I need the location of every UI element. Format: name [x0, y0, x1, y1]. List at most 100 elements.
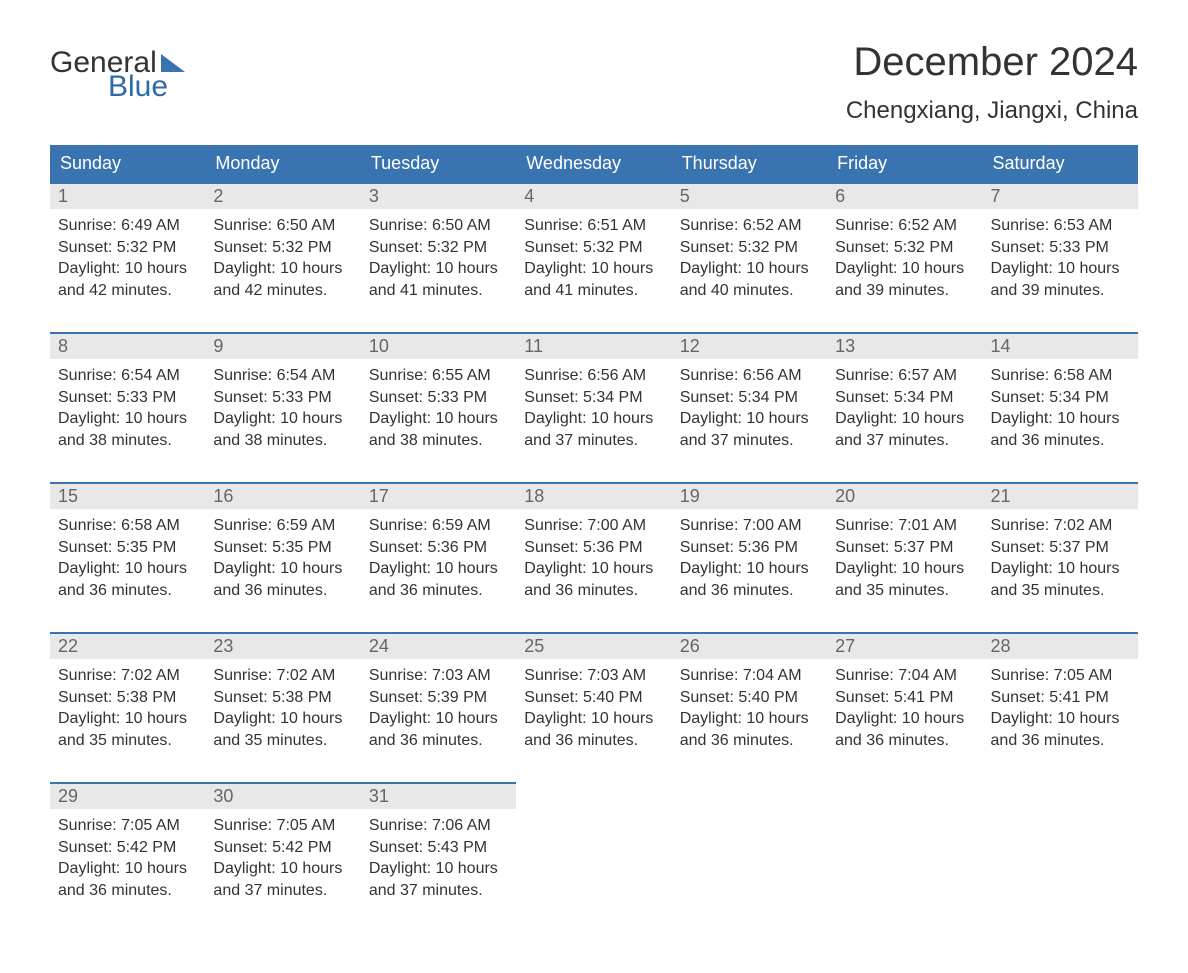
day-cell: 26Sunrise: 7:04 AMSunset: 5:40 PMDayligh…	[672, 633, 827, 783]
day-cell: 10Sunrise: 6:55 AMSunset: 5:33 PMDayligh…	[361, 333, 516, 483]
sunrise-line: Sunrise: 6:50 AM	[213, 215, 352, 237]
day-content: Sunrise: 6:52 AMSunset: 5:32 PMDaylight:…	[827, 209, 982, 313]
sunrise-line: Sunrise: 6:55 AM	[369, 365, 508, 387]
day-number: 19	[672, 484, 827, 509]
sunrise-line: Sunrise: 6:54 AM	[213, 365, 352, 387]
day-cell: 22Sunrise: 7:02 AMSunset: 5:38 PMDayligh…	[50, 633, 205, 783]
sunrise-line: Sunrise: 7:00 AM	[524, 515, 663, 537]
day-cell: 16Sunrise: 6:59 AMSunset: 5:35 PMDayligh…	[205, 483, 360, 633]
sunrise-line: Sunrise: 6:58 AM	[58, 515, 197, 537]
day-number: 21	[983, 484, 1138, 509]
day-cell: 8Sunrise: 6:54 AMSunset: 5:33 PMDaylight…	[50, 333, 205, 483]
sunrise-line: Sunrise: 6:49 AM	[58, 215, 197, 237]
day-cell: 21Sunrise: 7:02 AMSunset: 5:37 PMDayligh…	[983, 483, 1138, 633]
sunset-line: Sunset: 5:36 PM	[369, 537, 508, 559]
day-number: 17	[361, 484, 516, 509]
day-number: 2	[205, 184, 360, 209]
daylight-line: Daylight: 10 hours and 35 minutes.	[835, 558, 974, 601]
daylight-line: Daylight: 10 hours and 38 minutes.	[369, 408, 508, 451]
daylight-line: Daylight: 10 hours and 40 minutes.	[680, 258, 819, 301]
sunset-line: Sunset: 5:39 PM	[369, 687, 508, 709]
week-row: 22Sunrise: 7:02 AMSunset: 5:38 PMDayligh…	[50, 633, 1138, 783]
day-cell: 18Sunrise: 7:00 AMSunset: 5:36 PMDayligh…	[516, 483, 671, 633]
day-number: 20	[827, 484, 982, 509]
calendar-table: SundayMondayTuesdayWednesdayThursdayFrid…	[50, 145, 1138, 933]
daylight-line: Daylight: 10 hours and 37 minutes.	[680, 408, 819, 451]
week-row: 29Sunrise: 7:05 AMSunset: 5:42 PMDayligh…	[50, 783, 1138, 933]
sunset-line: Sunset: 5:37 PM	[991, 537, 1130, 559]
day-header-friday: Friday	[827, 145, 982, 183]
daylight-line: Daylight: 10 hours and 36 minutes.	[369, 708, 508, 751]
day-number: 11	[516, 334, 671, 359]
day-number: 22	[50, 634, 205, 659]
day-cell: 31Sunrise: 7:06 AMSunset: 5:43 PMDayligh…	[361, 783, 516, 933]
sunrise-line: Sunrise: 7:02 AM	[213, 665, 352, 687]
day-cell: 20Sunrise: 7:01 AMSunset: 5:37 PMDayligh…	[827, 483, 982, 633]
day-cell: 27Sunrise: 7:04 AMSunset: 5:41 PMDayligh…	[827, 633, 982, 783]
sunset-line: Sunset: 5:34 PM	[991, 387, 1130, 409]
daylight-line: Daylight: 10 hours and 37 minutes.	[369, 858, 508, 901]
day-cell: 30Sunrise: 7:05 AMSunset: 5:42 PMDayligh…	[205, 783, 360, 933]
brand-logo: General Blue	[50, 40, 185, 102]
sunrise-line: Sunrise: 7:04 AM	[835, 665, 974, 687]
day-content: Sunrise: 7:04 AMSunset: 5:41 PMDaylight:…	[827, 659, 982, 763]
sunset-line: Sunset: 5:33 PM	[58, 387, 197, 409]
sunrise-line: Sunrise: 7:06 AM	[369, 815, 508, 837]
daylight-line: Daylight: 10 hours and 37 minutes.	[213, 858, 352, 901]
sunset-line: Sunset: 5:42 PM	[58, 837, 197, 859]
daylight-line: Daylight: 10 hours and 37 minutes.	[835, 408, 974, 451]
sunset-line: Sunset: 5:32 PM	[835, 237, 974, 259]
day-number: 7	[983, 184, 1138, 209]
day-content: Sunrise: 7:02 AMSunset: 5:37 PMDaylight:…	[983, 509, 1138, 613]
day-header-saturday: Saturday	[983, 145, 1138, 183]
sunrise-line: Sunrise: 6:54 AM	[58, 365, 197, 387]
sunset-line: Sunset: 5:41 PM	[991, 687, 1130, 709]
day-number: 14	[983, 334, 1138, 359]
day-content: Sunrise: 6:57 AMSunset: 5:34 PMDaylight:…	[827, 359, 982, 463]
sunrise-line: Sunrise: 6:51 AM	[524, 215, 663, 237]
sunset-line: Sunset: 5:32 PM	[213, 237, 352, 259]
daylight-line: Daylight: 10 hours and 36 minutes.	[58, 558, 197, 601]
daylight-line: Daylight: 10 hours and 36 minutes.	[991, 408, 1130, 451]
day-content: Sunrise: 6:54 AMSunset: 5:33 PMDaylight:…	[205, 359, 360, 463]
sunrise-line: Sunrise: 7:01 AM	[835, 515, 974, 537]
sunrise-line: Sunrise: 6:52 AM	[680, 215, 819, 237]
sunset-line: Sunset: 5:34 PM	[835, 387, 974, 409]
sunrise-line: Sunrise: 6:52 AM	[835, 215, 974, 237]
empty-day-cell	[672, 783, 827, 933]
sunrise-line: Sunrise: 6:59 AM	[213, 515, 352, 537]
daylight-line: Daylight: 10 hours and 36 minutes.	[58, 858, 197, 901]
day-cell: 3Sunrise: 6:50 AMSunset: 5:32 PMDaylight…	[361, 183, 516, 333]
day-content: Sunrise: 6:55 AMSunset: 5:33 PMDaylight:…	[361, 359, 516, 463]
brand-word-2: Blue	[108, 72, 185, 102]
sunset-line: Sunset: 5:35 PM	[213, 537, 352, 559]
day-header-wednesday: Wednesday	[516, 145, 671, 183]
day-header-row: SundayMondayTuesdayWednesdayThursdayFrid…	[50, 145, 1138, 183]
day-cell: 17Sunrise: 6:59 AMSunset: 5:36 PMDayligh…	[361, 483, 516, 633]
day-header-tuesday: Tuesday	[361, 145, 516, 183]
page-header: General Blue December 2024 Chengxiang, J…	[50, 40, 1138, 125]
day-cell: 4Sunrise: 6:51 AMSunset: 5:32 PMDaylight…	[516, 183, 671, 333]
day-content: Sunrise: 6:50 AMSunset: 5:32 PMDaylight:…	[205, 209, 360, 313]
day-cell: 7Sunrise: 6:53 AMSunset: 5:33 PMDaylight…	[983, 183, 1138, 333]
day-content: Sunrise: 7:05 AMSunset: 5:42 PMDaylight:…	[205, 809, 360, 913]
day-content: Sunrise: 6:53 AMSunset: 5:33 PMDaylight:…	[983, 209, 1138, 313]
sunset-line: Sunset: 5:33 PM	[369, 387, 508, 409]
day-content: Sunrise: 6:56 AMSunset: 5:34 PMDaylight:…	[516, 359, 671, 463]
day-content: Sunrise: 7:00 AMSunset: 5:36 PMDaylight:…	[516, 509, 671, 613]
sunset-line: Sunset: 5:34 PM	[524, 387, 663, 409]
daylight-line: Daylight: 10 hours and 42 minutes.	[58, 258, 197, 301]
day-content: Sunrise: 7:02 AMSunset: 5:38 PMDaylight:…	[205, 659, 360, 763]
location-subtitle: Chengxiang, Jiangxi, China	[846, 97, 1138, 125]
day-number: 27	[827, 634, 982, 659]
day-number: 26	[672, 634, 827, 659]
day-number: 18	[516, 484, 671, 509]
day-cell: 25Sunrise: 7:03 AMSunset: 5:40 PMDayligh…	[516, 633, 671, 783]
day-number: 12	[672, 334, 827, 359]
day-number: 23	[205, 634, 360, 659]
title-block: December 2024 Chengxiang, Jiangxi, China	[846, 40, 1138, 125]
sunset-line: Sunset: 5:32 PM	[524, 237, 663, 259]
day-content: Sunrise: 6:58 AMSunset: 5:34 PMDaylight:…	[983, 359, 1138, 463]
day-cell: 15Sunrise: 6:58 AMSunset: 5:35 PMDayligh…	[50, 483, 205, 633]
day-content: Sunrise: 6:49 AMSunset: 5:32 PMDaylight:…	[50, 209, 205, 313]
